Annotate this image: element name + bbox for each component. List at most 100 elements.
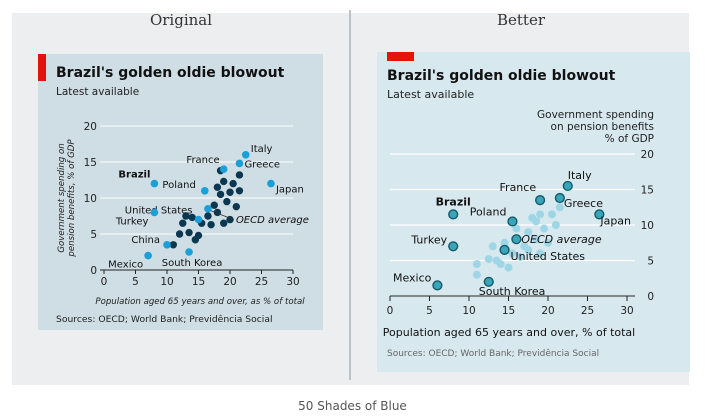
point-label: OECD average	[236, 215, 309, 226]
data-point	[226, 188, 234, 196]
x-tick-label: 0	[101, 276, 108, 288]
data-point-mexico	[144, 251, 152, 260]
point-label: Japan	[599, 214, 631, 227]
chart-title: Brazil's golden oldie blowout	[56, 65, 285, 81]
data-point	[229, 179, 237, 188]
point-label: Italy	[251, 144, 273, 155]
x-tick-label: 30	[286, 276, 299, 288]
data-point-united-states	[194, 215, 203, 224]
data-point	[216, 190, 225, 199]
data-point-greece	[235, 159, 244, 168]
data-point-japan	[267, 179, 275, 188]
data-point-south-korea	[483, 276, 494, 287]
y-tick-label: 10	[84, 193, 97, 205]
point-label: Turkey	[410, 233, 447, 246]
y-tick-label: 5	[647, 256, 654, 268]
data-point	[532, 235, 541, 244]
source-note: Sources: OECD; World Bank; Previdência S…	[56, 314, 273, 325]
x-axis-title: Population aged 65 years and over, % of …	[383, 326, 635, 339]
x-tick-label: 30	[620, 305, 633, 317]
data-point-turkey	[448, 241, 459, 252]
data-point	[235, 171, 244, 179]
y-tick-label: 10	[641, 220, 654, 232]
data-point-france	[535, 195, 546, 206]
data-point	[508, 249, 517, 258]
data-point-turkey	[150, 208, 159, 217]
y-tick-label: 20	[84, 121, 97, 133]
better-chart-panel: Brazil's golden oldie blowout Latest avai…	[377, 52, 690, 372]
data-point	[551, 221, 560, 229]
y-axis-title-line2: on pension benefits	[551, 121, 654, 133]
data-point-oecd-average	[511, 234, 522, 245]
chart-subtitle: Latest available	[387, 88, 474, 101]
data-point-poland	[507, 216, 518, 227]
data-point	[223, 197, 231, 206]
data-point	[524, 228, 533, 237]
data-point	[532, 217, 541, 226]
data-point	[536, 210, 545, 219]
data-point-oecd-average	[204, 205, 212, 213]
y-tick-label: 20	[641, 149, 654, 161]
point-label: United States	[511, 250, 586, 263]
x-tick-label: 25	[255, 276, 268, 288]
data-point	[179, 219, 187, 227]
data-point	[220, 177, 228, 186]
data-point-brazil	[448, 209, 459, 220]
y-tick-label: 0	[90, 265, 97, 277]
original-chart-panel: Brazil's golden oldie blowout Latest avai…	[38, 54, 323, 330]
data-point	[232, 202, 240, 211]
x-tick-label: 5	[426, 305, 433, 317]
data-point	[488, 242, 497, 251]
data-point	[207, 220, 215, 229]
data-point	[185, 228, 193, 237]
data-point-japan	[594, 209, 605, 220]
data-point	[182, 212, 190, 220]
image-caption: 50 Shades of Blue	[298, 399, 407, 413]
point-label: Brazil	[118, 170, 150, 181]
data-point	[500, 238, 509, 247]
data-point	[516, 252, 525, 261]
point-label: United States	[125, 206, 193, 217]
data-point	[204, 212, 212, 220]
chart-title: Brazil's golden oldie blowout	[387, 68, 616, 84]
y-tick-label: 15	[641, 185, 654, 197]
data-point-south-korea	[185, 248, 193, 256]
data-point	[496, 260, 505, 269]
original-chart: Brazil's golden oldie blowout Latest avai…	[38, 54, 309, 325]
data-point	[220, 219, 228, 227]
source-note: Sources: OECD; World Bank; Previdência S…	[387, 348, 599, 359]
data-point	[547, 210, 556, 219]
y-axis-title-line1: Government spending	[537, 109, 654, 121]
brand-red-tag	[387, 52, 414, 61]
point-label: South Korea	[479, 285, 546, 298]
data-point	[536, 249, 545, 258]
data-point-poland	[201, 187, 209, 195]
x-tick-label: 20	[541, 305, 554, 317]
right-heading: Better	[496, 11, 545, 29]
y-tick-label: 0	[647, 291, 654, 303]
chart-subtitle: Latest available	[56, 86, 139, 98]
data-point	[169, 241, 177, 249]
point-label: Poland	[162, 180, 195, 191]
left-heading: Original	[149, 11, 213, 29]
point-label: France	[500, 181, 537, 194]
y-axis-title-line3: % of GDP	[605, 133, 654, 145]
point-label: Greece	[564, 197, 603, 210]
data-point	[555, 203, 564, 212]
data-point	[213, 183, 222, 191]
data-point	[472, 270, 481, 279]
data-point	[544, 238, 552, 247]
data-point	[472, 260, 481, 269]
point-label: OECD average	[521, 233, 602, 246]
data-point-china	[163, 241, 171, 249]
point-label: China	[131, 235, 160, 246]
x-tick-label: 15	[192, 276, 205, 288]
data-point	[524, 245, 533, 254]
point-label: Poland	[470, 205, 507, 218]
data-point	[194, 231, 203, 240]
annotation-leader	[210, 210, 235, 221]
data-point-brazil	[150, 179, 159, 188]
data-point-united-states	[499, 244, 510, 255]
point-label: Mexico	[393, 271, 432, 284]
x-tick-label: 20	[223, 276, 236, 288]
